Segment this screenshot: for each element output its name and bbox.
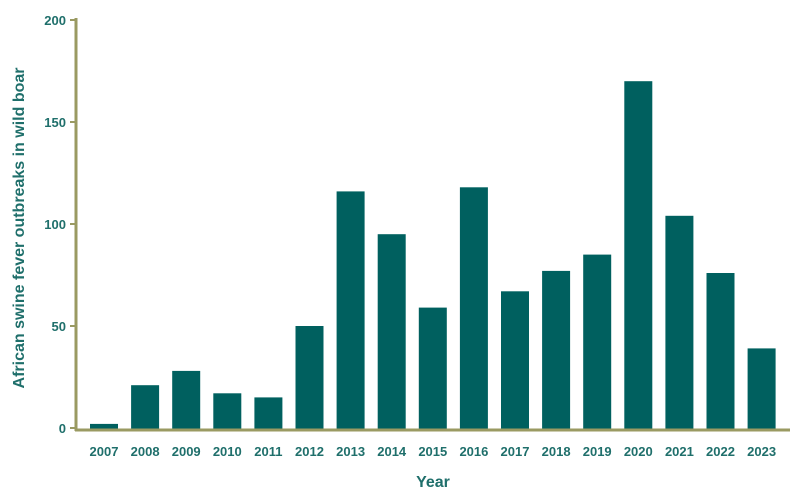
x-tick-label-2017: 2017 [501, 444, 530, 459]
y-tick-label-200: 200 [44, 13, 66, 28]
x-tick-label-2020: 2020 [624, 444, 653, 459]
x-tick-label-2018: 2018 [542, 444, 571, 459]
bar-2017 [501, 291, 529, 429]
y-axis-ticks: 0 50 100 150 200 [44, 13, 76, 436]
x-tick-label-2013: 2013 [336, 444, 365, 459]
y-axis-title: African swine fever outbreaks in wild bo… [11, 68, 28, 389]
x-tick-label-2023: 2023 [747, 444, 776, 459]
bar-2008 [131, 385, 160, 429]
bar-2018 [542, 270, 571, 429]
bar-2014 [377, 234, 406, 429]
y-tick-label-100: 100 [44, 217, 66, 232]
bar-2007 [90, 423, 118, 429]
x-tick-label-2012: 2012 [295, 444, 324, 459]
x-tick-label-2021: 2021 [665, 444, 694, 459]
x-tick-label-2007: 2007 [90, 444, 119, 459]
x-tick-label-2008: 2008 [131, 444, 160, 459]
x-tick-label-2011: 2011 [254, 444, 282, 459]
x-tick-label-2014: 2014 [377, 444, 407, 459]
bar-2010 [213, 393, 242, 429]
bar-2012 [295, 326, 324, 429]
bar-2021 [665, 215, 694, 429]
x-tick-label-2010: 2010 [213, 444, 242, 459]
x-tick-label-2015: 2015 [418, 444, 447, 459]
x-tick-label-2019: 2019 [583, 444, 612, 459]
bar-2020 [624, 81, 653, 429]
bar-2022 [706, 273, 735, 429]
x-tick-label-2016: 2016 [459, 444, 488, 459]
bar-2016 [459, 187, 488, 429]
bar-2023 [747, 348, 776, 429]
x-tick-label-2009: 2009 [172, 444, 201, 459]
y-tick-label-50: 50 [52, 319, 66, 334]
bar-2015 [418, 307, 447, 429]
x-axis-title: Year [416, 474, 450, 491]
y-tick-label-150: 150 [44, 115, 66, 130]
bar-2019 [583, 254, 612, 429]
x-tick-label-2022: 2022 [706, 444, 735, 459]
bar-2013 [336, 191, 365, 429]
x-axis-ticks: 2007 2008 2009 2010 2011 2012 2013 2014 2015 2016… [90, 444, 777, 459]
y-tick-label-0: 0 [59, 421, 66, 436]
bar-2011 [254, 397, 283, 429]
bars-group [90, 81, 776, 429]
bar-2009 [172, 370, 201, 429]
